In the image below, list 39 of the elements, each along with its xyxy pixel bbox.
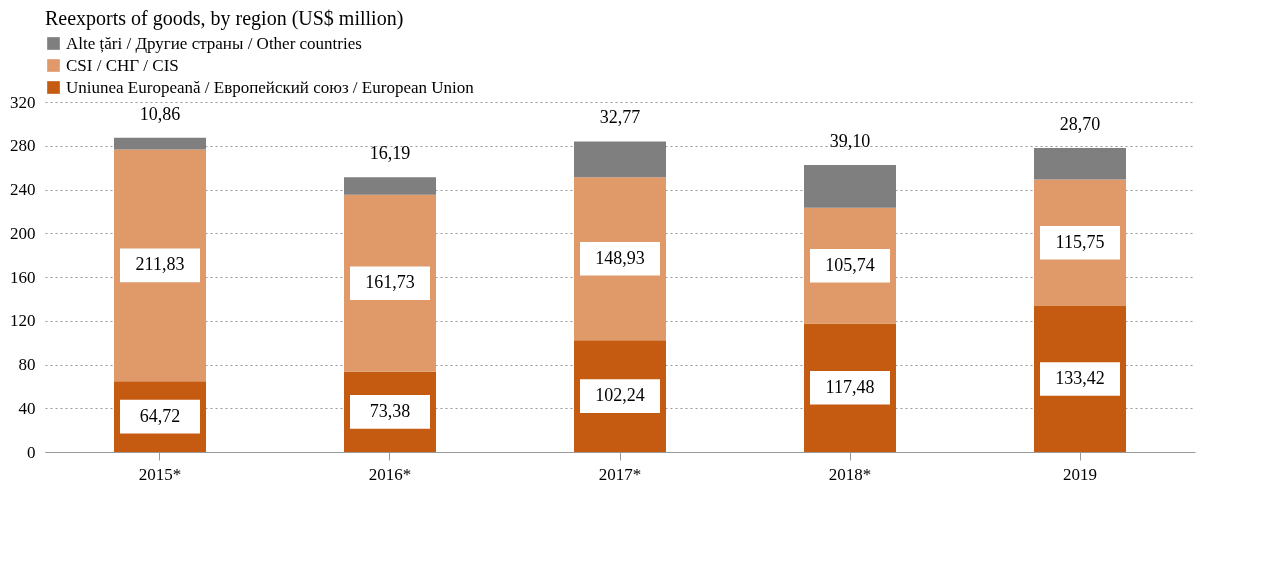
- data-label: 64,72: [139, 405, 181, 426]
- y-tick-label: 120: [10, 311, 36, 331]
- data-label: 105,74: [825, 254, 875, 275]
- data-label: 39,10: [829, 131, 871, 152]
- data-label: 102,24: [595, 385, 645, 406]
- y-tick-label: 280: [10, 136, 36, 156]
- x-tick-label: 2017*: [598, 464, 642, 484]
- chart-title: Reexports of goods, by region (US$ million): [45, 7, 404, 30]
- bar: [574, 141, 666, 178]
- x-tick-label: 2016*: [368, 464, 412, 484]
- data-label: 10,86: [139, 103, 181, 124]
- y-tick-label: 0: [27, 442, 36, 462]
- data-label: 32,77: [599, 107, 641, 128]
- data-label: 211,83: [135, 254, 185, 275]
- data-label: 148,93: [595, 247, 645, 268]
- y-tick-label: 320: [10, 92, 36, 112]
- x-tick-label: 2019: [1063, 464, 1097, 484]
- bar: [804, 165, 896, 208]
- data-label: 73,38: [369, 400, 411, 421]
- data-label: 115,75: [1055, 231, 1105, 252]
- bar: [114, 137, 206, 150]
- y-tick-label: 80: [18, 355, 36, 374]
- y-tick-label: 40: [18, 398, 36, 418]
- legend-label: Alte țări / Другие страны / Other countries: [66, 33, 362, 53]
- data-label: 28,70: [1059, 114, 1101, 135]
- data-label: 16,19: [369, 143, 411, 164]
- y-tick-label: 160: [10, 267, 36, 287]
- bar: [114, 149, 206, 382]
- bar: [344, 177, 436, 195]
- x-tick-label: 2015*: [138, 464, 182, 484]
- data-label: 161,73: [365, 272, 415, 293]
- data-label: 117,48: [825, 376, 875, 397]
- data-label: 133,42: [1055, 368, 1105, 389]
- x-tick-label: 2018*: [828, 464, 872, 484]
- bar: [1034, 148, 1126, 180]
- y-tick-label: 240: [10, 180, 36, 199]
- legend-label: Uniunea Europeană / Европейский союз / European Union: [66, 77, 475, 97]
- legend-label: CSI / СНГ / CIS: [66, 55, 179, 75]
- y-tick-label: 200: [10, 223, 36, 243]
